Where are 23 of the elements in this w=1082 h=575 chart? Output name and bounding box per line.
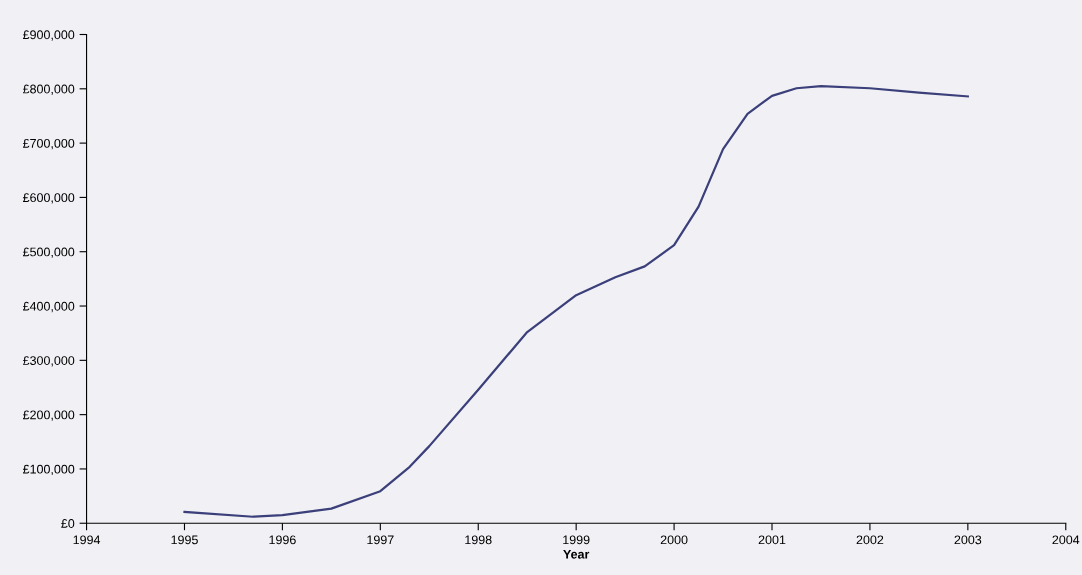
x-tick-label: 2001: [758, 535, 786, 545]
x-tick-label: 1996: [269, 535, 296, 545]
x-tick-label: 2003: [954, 535, 982, 545]
y-tick-label: £200,000: [22, 410, 75, 421]
y-tick-label: £300,000: [22, 356, 75, 367]
x-tick-label: 1999: [563, 535, 590, 545]
y-tick-label: £0: [61, 519, 75, 528]
y-tick-label: £700,000: [22, 138, 75, 150]
y-tick-label: £500,000: [22, 247, 75, 258]
y-tick-label: £400,000: [22, 301, 75, 313]
y-tick-label: £600,000: [22, 193, 75, 204]
x-tick-label: 2004: [1052, 535, 1080, 545]
line-series: [183, 84, 969, 518]
x-tick-label: 1995: [171, 535, 198, 545]
x-tick-label: 2002: [856, 535, 884, 545]
x-tick-label: 1997: [367, 535, 394, 545]
y-tick-label: £800,000: [22, 84, 75, 95]
x-tick-label: 2000: [660, 535, 688, 545]
y-tick-label: £100,000: [22, 464, 75, 476]
x-axis-title: Year: [563, 549, 590, 559]
x-tick-label: 1994: [73, 535, 101, 545]
y-tick-label: £900,000: [22, 30, 75, 41]
x-tick-label: 1998: [465, 535, 492, 545]
